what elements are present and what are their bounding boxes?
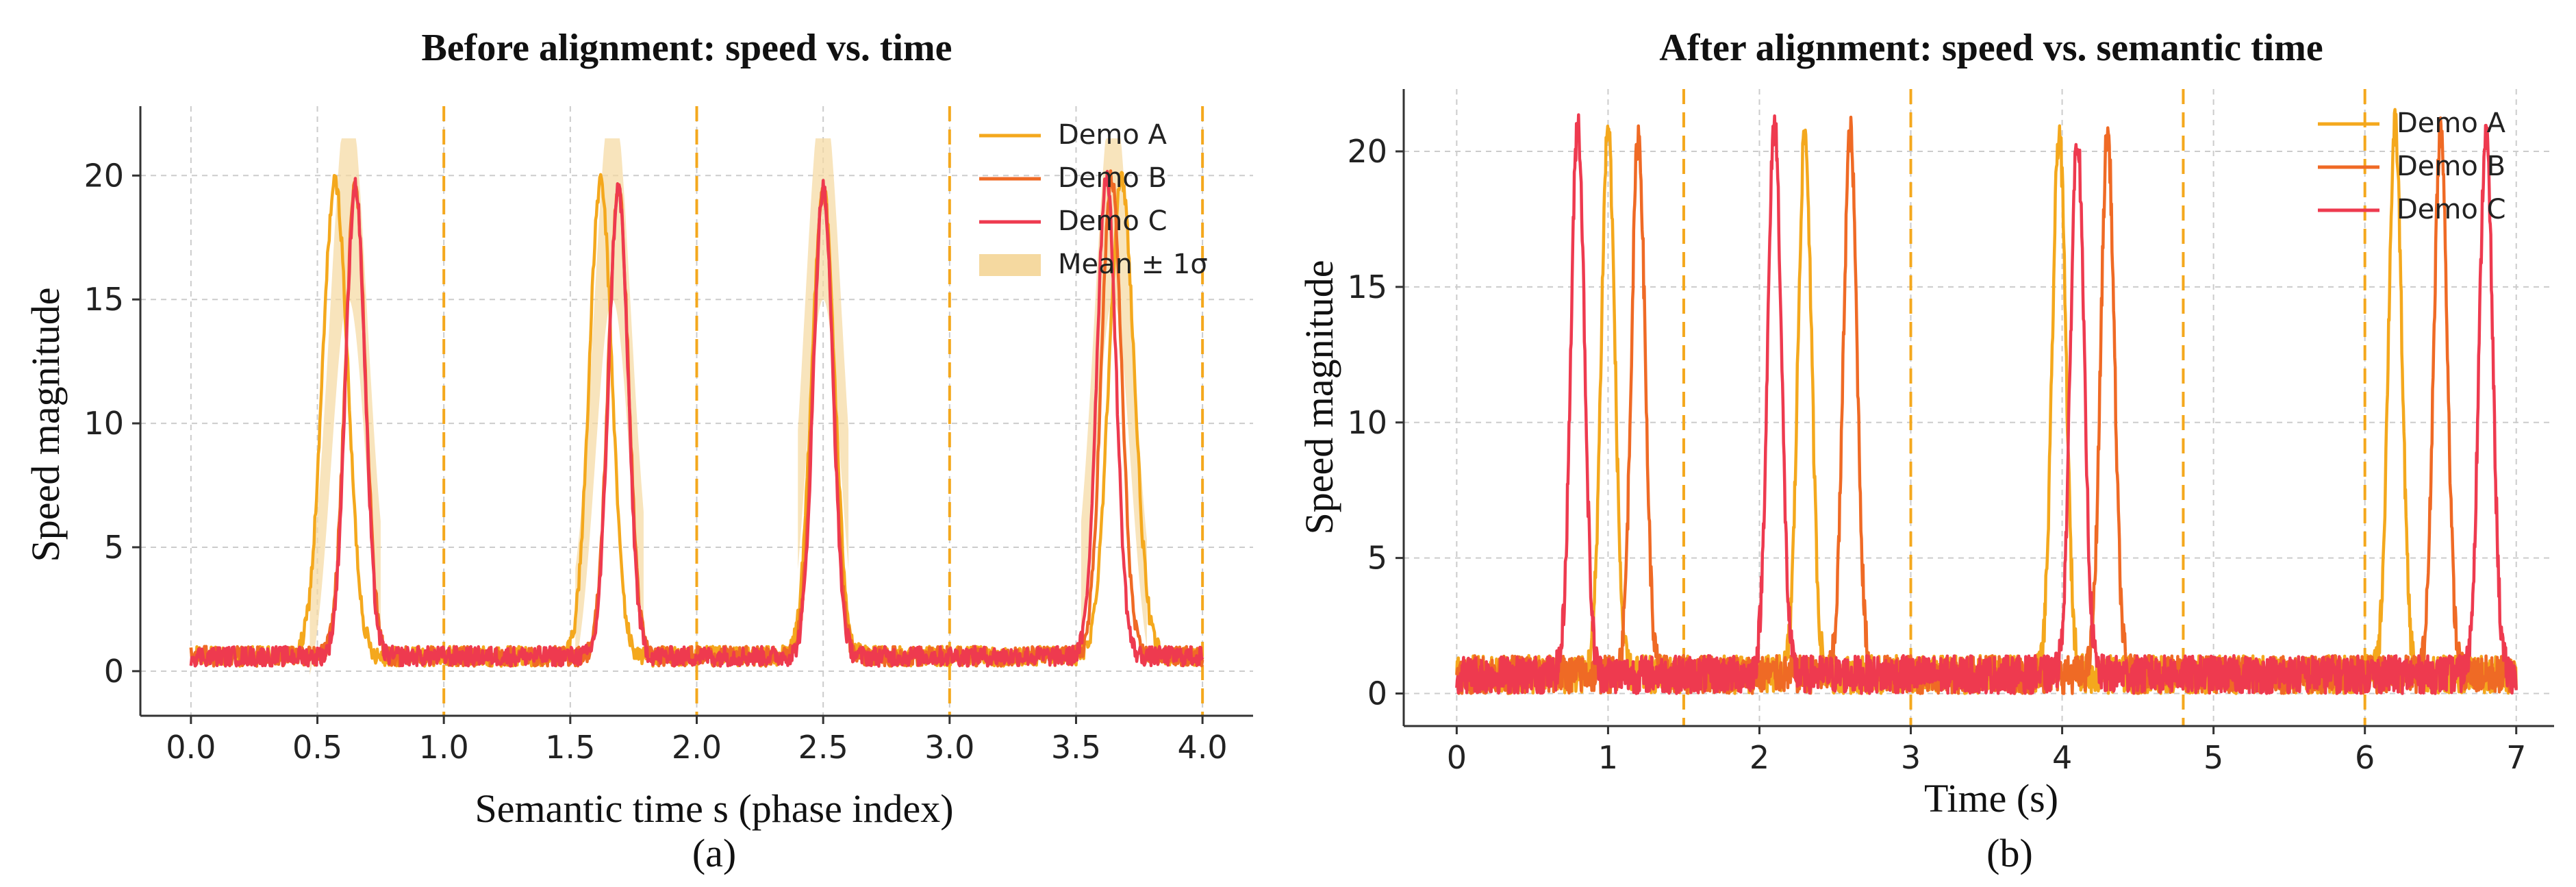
panel-a-before-alignment: Before alignment: speed vs. time 0.0 0.5 1…	[23, 27, 1253, 875]
x-tick-label: 1.5	[545, 729, 595, 766]
x-tick-label: 3	[1901, 739, 1921, 776]
legend-label: Demo A	[2397, 108, 2506, 139]
y-tick-label: 0	[1367, 675, 1387, 712]
series-line-demo-a	[1455, 108, 2518, 695]
x-tick-label: 0.5	[292, 729, 342, 766]
panel-b-y-axis-label: Speed magnitude	[1297, 260, 1341, 534]
panel-b-y-ticks: 0 5 10 15 20	[1347, 133, 1404, 712]
panel-b-legend: Demo A Demo B Demo C	[2318, 108, 2506, 225]
x-tick-label: 2	[1750, 739, 1769, 776]
legend-label: Mean ± 1σ	[1058, 249, 1208, 280]
panel-b-series	[1455, 108, 2518, 695]
series-line-demo-c	[1455, 113, 2518, 695]
legend-swatch	[979, 254, 1041, 276]
x-tick-label: 0	[1447, 739, 1467, 776]
panel-b-axes	[1402, 89, 2554, 727]
panel-b-title: After alignment: speed vs. semantic time	[1659, 27, 2323, 69]
x-tick-label: 2.0	[672, 729, 722, 766]
y-tick-label: 20	[1347, 133, 1387, 170]
panel-b-x-axis-label: Time (s)	[1924, 776, 2058, 821]
panel-a-series	[189, 169, 1204, 668]
panel-b-caption: (b)	[1986, 831, 2033, 875]
x-tick-label: 4	[2052, 739, 2072, 776]
legend-label: Demo C	[1058, 205, 1167, 237]
x-tick-label: 2.5	[798, 729, 848, 766]
panel-b-phase-boundaries	[1682, 89, 2366, 726]
legend-label: Demo C	[2397, 194, 2506, 225]
x-tick-label: 1.0	[419, 729, 469, 766]
legend-label: Demo B	[2397, 151, 2505, 182]
panel-a-caption: (a)	[692, 831, 736, 875]
panel-a-title: Before alignment: speed vs. time	[421, 27, 952, 69]
x-tick-label: 7	[2506, 739, 2526, 776]
x-tick-label: 6	[2355, 739, 2375, 776]
y-tick-label: 10	[84, 405, 124, 442]
panel-a-mean-band	[310, 138, 1147, 675]
panel-b-x-ticks: 0 1 2 3 4 5 6 7	[1447, 726, 2526, 776]
panel-b-after-alignment: After alignment: speed vs. semantic time…	[1297, 27, 2554, 875]
y-tick-label: 5	[1367, 540, 1387, 577]
mean-band-region	[798, 138, 849, 570]
x-tick-label: 1	[1598, 739, 1618, 776]
y-tick-label: 20	[84, 157, 124, 194]
panel-a-legend: Demo A Demo B Demo C Mean ± 1σ	[979, 119, 1208, 280]
panel-a-y-axis-label: Speed magnitude	[23, 287, 68, 562]
panel-a-phase-boundaries	[442, 106, 1204, 716]
legend-label: Demo A	[1058, 119, 1167, 151]
x-tick-label: 0.0	[166, 729, 216, 766]
x-tick-label: 5	[2204, 739, 2223, 776]
series-line-demo-c	[189, 170, 1204, 668]
y-tick-label: 15	[84, 281, 124, 318]
legend-label: Demo B	[1058, 162, 1167, 194]
panel-a-x-axis-label: Semantic time s (phase index)	[475, 786, 953, 831]
mean-band-region	[575, 138, 644, 668]
panel-a-x-ticks: 0.0 0.5 1.0 1.5 2.0 2.5 3.0 3.5 4.0	[166, 716, 1228, 766]
y-tick-label: 0	[104, 653, 124, 690]
panel-a-y-ticks: 0 5 10 15 20	[84, 157, 140, 690]
y-tick-label: 10	[1347, 404, 1387, 441]
x-tick-label: 3.0	[924, 729, 974, 766]
x-tick-label: 3.5	[1051, 729, 1101, 766]
panel-b-grid	[1404, 89, 2554, 726]
mean-band-region	[1081, 138, 1147, 649]
y-tick-label: 5	[104, 529, 124, 566]
x-tick-label: 4.0	[1178, 729, 1228, 766]
y-tick-label: 15	[1347, 268, 1387, 305]
